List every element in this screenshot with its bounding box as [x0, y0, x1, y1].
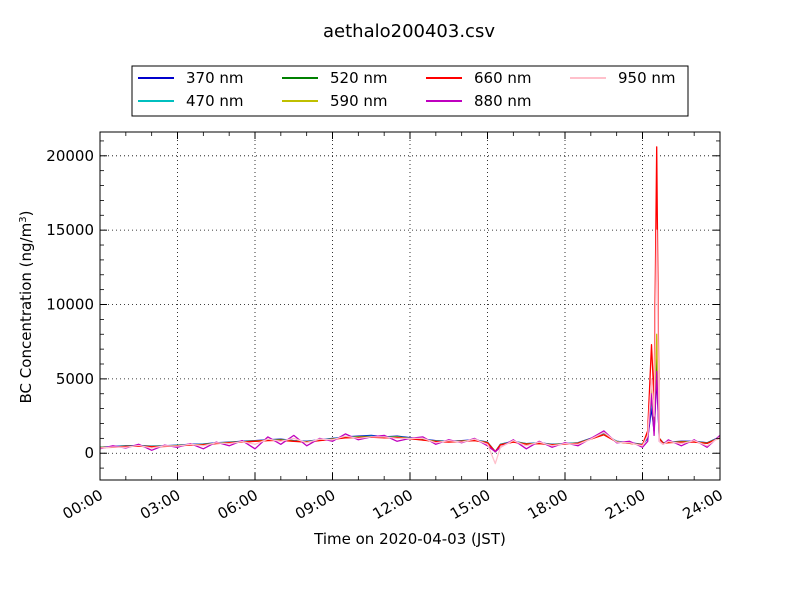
y-tick-label: 20000 [46, 147, 94, 165]
y-tick-label: 0 [84, 444, 94, 462]
x-tick-label: 12:00 [370, 486, 416, 523]
legend-label: 520 nm [330, 69, 388, 87]
y-axis-label: BC Concentration (ng/m3) [17, 211, 35, 404]
axis-ticks: 00:00 03:00 06:00 09:00 12:00 15:00 18:00 21:00… [46, 132, 726, 523]
grid-lines [100, 132, 720, 480]
series-line-880-nm [99, 370, 721, 453]
legend-label: 660 nm [474, 69, 532, 87]
legend-box [131, 65, 689, 117]
x-tick-label: 09:00 [292, 486, 338, 523]
x-tick-label: 06:00 [215, 486, 261, 523]
y-tick-label: 15000 [46, 221, 94, 239]
x-tick-label: 24:00 [680, 486, 726, 523]
y-axis-label-main: BC Concentration (ng/m [17, 223, 35, 404]
chart-title: aethalo200403.csv [323, 21, 495, 42]
y-axis-label-superscript: 3 [18, 216, 29, 222]
x-tick-label: 21:00 [602, 486, 648, 523]
legend-label: 370 nm [186, 69, 244, 87]
legend-label: 880 nm [474, 92, 532, 110]
legend-label: 590 nm [330, 92, 388, 110]
x-tick-label: 03:00 [137, 486, 183, 523]
y-tick-label: 5000 [56, 370, 94, 388]
series-layer [99, 146, 721, 465]
series-line-950-nm [99, 229, 721, 465]
series-line-660-nm [99, 146, 721, 453]
y-tick-label: 10000 [46, 296, 94, 314]
x-tick-label: 00:00 [60, 486, 106, 523]
x-tick-label: 18:00 [525, 486, 571, 523]
legend-label: 470 nm [186, 92, 244, 110]
legend-label: 950 nm [618, 69, 676, 87]
x-tick-label: 15:00 [447, 486, 493, 523]
legend: 370 nm 470 nm 520 nm 590 nm 660 nm 880 nm 950 … [131, 65, 689, 117]
y-axis-label-tail: ) [17, 211, 35, 217]
x-axis-label: Time on 2020-04-03 (JST) [313, 530, 506, 548]
